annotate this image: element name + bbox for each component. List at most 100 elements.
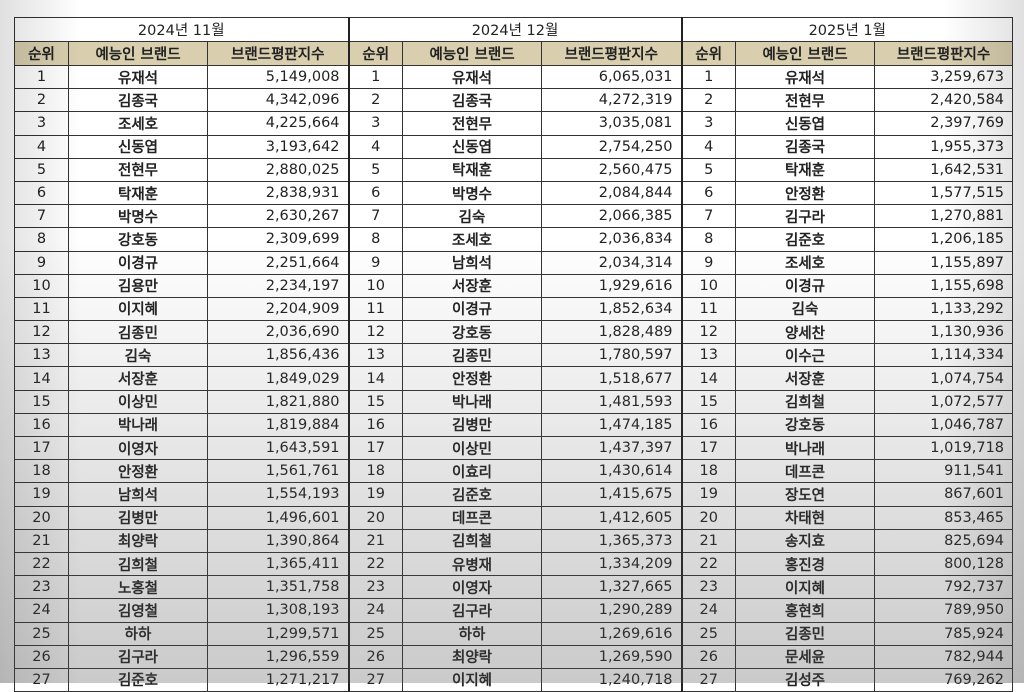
score-cell: 1,561,761 (206, 459, 350, 484)
rank-cell: 22 (680, 551, 737, 577)
rank-cell: 18 (14, 459, 69, 484)
name-cell: 김병만 (68, 505, 208, 530)
rank-cell: 11 (680, 296, 737, 322)
name-cell: 유재석 (68, 64, 208, 90)
score-cell: 785,924 (874, 621, 1014, 646)
name-cell: 송지효 (735, 528, 876, 553)
name-cell: 이지혜 (735, 575, 876, 600)
table-row: 24 김영철 1,308,193 24 김구라 1,290,289 24 홍현희 789,950 (14, 598, 1014, 623)
name-cell: 남희석 (68, 482, 208, 507)
rank-cell: 11 (14, 296, 69, 322)
brand-reputation-table-container: 2024년 11월 2024년 12월 2025년 1월 순위 예능인 브랜드 … (13, 17, 1014, 692)
name-cell: 남희석 (402, 250, 543, 275)
table-row: 4 신동엽 3,193,642 4 신동엽 2,754,250 4 김종국 1,955,373 (14, 134, 1014, 159)
name-cell: 하하 (68, 621, 208, 646)
name-cell: 김구라 (735, 204, 876, 229)
score-cell: 1,327,665 (541, 575, 683, 600)
name-cell: 김성주 (735, 667, 876, 692)
score-cell: 2,309,699 (206, 227, 350, 252)
rank-cell: 16 (14, 412, 69, 438)
rank-cell: 17 (347, 435, 404, 461)
column-header-rank: 순위 (347, 41, 404, 66)
name-cell: 박나래 (402, 389, 543, 414)
score-cell: 1,643,591 (206, 435, 350, 461)
rank-cell: 8 (347, 227, 404, 252)
rank-cell: 25 (347, 621, 404, 646)
score-cell: 1,155,897 (874, 250, 1014, 275)
score-cell: 4,342,096 (206, 88, 350, 113)
score-cell: 1,955,373 (874, 134, 1014, 159)
rank-cell: 3 (680, 111, 737, 136)
name-cell: 신동엽 (68, 134, 208, 159)
name-cell: 이상민 (402, 435, 543, 461)
rank-cell: 1 (14, 64, 69, 90)
rank-cell: 6 (347, 180, 404, 206)
column-header-rank: 순위 (680, 41, 737, 66)
name-cell: 노홍철 (68, 575, 208, 600)
score-cell: 3,035,081 (541, 111, 683, 136)
table-row: 9 이경규 2,251,664 9 남희석 2,034,314 9 조세호 1,155,897 (14, 250, 1014, 275)
rank-cell: 26 (347, 644, 404, 669)
score-cell: 1,852,634 (541, 296, 683, 322)
name-cell: 서장훈 (402, 273, 543, 298)
rank-cell: 1 (680, 64, 737, 90)
rank-cell: 15 (680, 389, 737, 414)
score-cell: 1,155,698 (874, 273, 1014, 298)
name-cell: 조세호 (402, 227, 543, 252)
score-cell: 1,269,616 (541, 621, 683, 646)
column-header-rank: 순위 (14, 41, 69, 66)
rank-cell: 23 (680, 575, 737, 600)
rank-cell: 19 (347, 482, 404, 507)
score-cell: 1,856,436 (206, 343, 350, 368)
score-cell: 1,240,718 (541, 667, 683, 692)
score-cell: 2,838,931 (206, 180, 350, 206)
score-cell: 1,780,597 (541, 343, 683, 368)
name-cell: 김종민 (735, 621, 876, 646)
rank-cell: 18 (347, 459, 404, 484)
rank-cell: 17 (680, 435, 737, 461)
table-row: 19 남희석 1,554,193 19 김준호 1,415,675 19 장도연 867,601 (14, 482, 1014, 507)
name-cell: 박나래 (735, 435, 876, 461)
rank-cell: 12 (347, 320, 404, 345)
rank-cell: 15 (14, 389, 69, 414)
rank-cell: 22 (14, 551, 69, 577)
name-cell: 이수근 (735, 343, 876, 368)
score-cell: 5,149,008 (206, 64, 350, 90)
table-row: 3 조세호 4,225,664 3 전현무 3,035,081 3 신동엽 2,397,769 (14, 111, 1014, 136)
name-cell: 강호동 (402, 320, 543, 345)
name-cell: 김숙 (68, 343, 208, 368)
table-row: 20 김병만 1,496,601 20 데프콘 1,412,605 20 차태현 853,465 (14, 505, 1014, 530)
name-cell: 김구라 (68, 644, 208, 669)
name-cell: 유병재 (402, 551, 543, 577)
rank-cell: 14 (14, 366, 69, 391)
name-cell: 김준호 (402, 482, 543, 507)
table-row: 17 이영자 1,643,591 17 이상민 1,437,397 17 박나래 1,019,7… (14, 435, 1014, 461)
name-cell: 최양락 (68, 528, 208, 553)
score-cell: 1,415,675 (541, 482, 683, 507)
name-cell: 강호동 (735, 412, 876, 438)
name-cell: 김종국 (735, 134, 876, 159)
score-cell: 1,518,677 (541, 366, 683, 391)
score-cell: 789,950 (874, 598, 1014, 623)
score-cell: 1,496,601 (206, 505, 350, 530)
rank-cell: 24 (347, 598, 404, 623)
rank-cell: 7 (680, 204, 737, 229)
table-row: 22 김희철 1,365,411 22 유병재 1,334,209 22 홍진경 800,128 (14, 551, 1014, 577)
name-cell: 이영자 (402, 575, 543, 600)
rank-cell: 20 (347, 505, 404, 530)
score-cell: 1,412,605 (541, 505, 683, 530)
rank-cell: 26 (680, 644, 737, 669)
rank-cell: 13 (680, 343, 737, 368)
rank-cell: 14 (347, 366, 404, 391)
rank-cell: 14 (680, 366, 737, 391)
rank-cell: 21 (680, 528, 737, 553)
name-cell: 조세호 (68, 111, 208, 136)
rank-cell: 25 (680, 621, 737, 646)
rank-cell: 2 (680, 88, 737, 113)
column-header-score: 브랜드평판지수 (541, 41, 683, 66)
name-cell: 김종민 (402, 343, 543, 368)
score-cell: 2,880,025 (206, 157, 350, 182)
score-cell: 1,046,787 (874, 412, 1014, 438)
table-row: 11 이지혜 2,204,909 11 이경규 1,852,634 11 김숙 1,133,29… (14, 296, 1014, 322)
rank-cell: 27 (680, 667, 737, 692)
